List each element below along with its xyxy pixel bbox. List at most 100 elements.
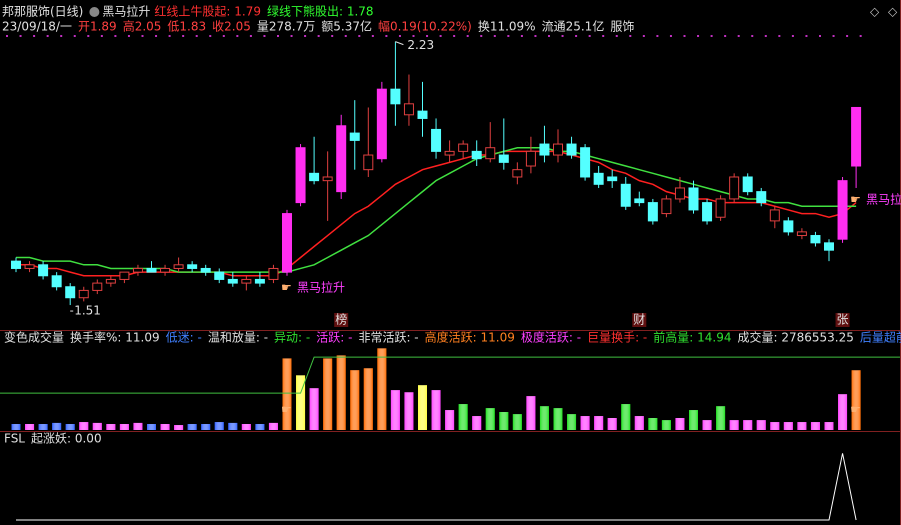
dot <box>832 35 835 37</box>
dot <box>846 35 849 37</box>
candle-body <box>11 260 21 269</box>
volume-sheen <box>11 424 21 430</box>
volume-sheen <box>702 420 712 430</box>
dot <box>155 35 158 37</box>
volume-sheen <box>323 358 333 430</box>
dot <box>168 35 171 37</box>
tag-label: 张 <box>837 313 849 327</box>
dot <box>412 35 415 37</box>
header-item: 活跃: - <box>316 331 352 345</box>
dot <box>439 35 442 37</box>
header-item: 温和放量: - <box>208 330 268 345</box>
scroll-icon[interactable]: ◇ <box>888 5 898 19</box>
candle-body <box>119 271 130 280</box>
volume-sheen <box>580 416 590 430</box>
dot <box>561 35 564 37</box>
volume-sheen <box>296 375 306 430</box>
dot <box>6 35 8 37</box>
volume-sheen <box>648 418 658 430</box>
candle-body <box>78 289 89 299</box>
dot <box>642 35 645 37</box>
dot <box>697 35 700 37</box>
candle-body <box>268 267 279 280</box>
candle-body <box>173 264 184 269</box>
volume-sheen <box>106 424 116 430</box>
volume-sheen <box>553 408 563 430</box>
candle-body <box>38 264 49 277</box>
candle-body <box>702 202 713 222</box>
dot <box>371 35 374 37</box>
candle-body <box>620 183 631 207</box>
dot <box>100 35 103 37</box>
header-item: 前高量: 14.94 <box>653 330 731 345</box>
dot <box>60 35 63 37</box>
high-pointer <box>395 41 404 46</box>
dot <box>507 35 510 37</box>
tag-box <box>835 313 850 327</box>
volume-sheen <box>228 422 238 430</box>
volume-sheen <box>838 394 848 430</box>
candle-body <box>92 282 103 291</box>
candle-body <box>512 169 523 178</box>
candle-body <box>105 278 116 284</box>
volume-sheen <box>214 422 224 430</box>
header-item: 极度活跃: - <box>521 330 581 345</box>
volume-sheen <box>25 424 35 430</box>
dot <box>209 35 212 37</box>
volume-sheen <box>377 348 387 430</box>
dot <box>127 35 130 37</box>
candle-body <box>688 187 699 211</box>
candle-body <box>824 242 834 251</box>
volume-sheen <box>607 418 617 430</box>
candle-body <box>295 147 306 204</box>
dot <box>222 35 225 37</box>
candle-body <box>729 176 740 200</box>
volume-sheen <box>756 420 766 430</box>
candle-body <box>458 143 469 152</box>
header-item: 绿线下熊股出: 1.78 <box>267 4 374 19</box>
dot <box>263 35 266 37</box>
header-item: 流通25.1亿 <box>542 19 605 34</box>
volume-sheen <box>336 355 346 430</box>
scroll-icon[interactable]: ◇ <box>870 5 880 19</box>
candle-body <box>214 271 225 280</box>
header-item: 23/09/18/一 <box>2 20 72 34</box>
volume-sheen <box>201 424 211 430</box>
volume-sheen <box>119 424 129 430</box>
high-label: 2.23 <box>407 38 434 52</box>
candle-body <box>607 176 618 182</box>
candle-body <box>431 128 442 152</box>
candle-body <box>444 150 455 156</box>
candle-body <box>810 235 821 244</box>
volume-sheen <box>174 425 184 430</box>
candle-body <box>769 209 780 222</box>
dot <box>331 35 334 37</box>
volume-sheen <box>539 406 549 430</box>
dot <box>480 35 483 37</box>
header-item: 巨量换手: - <box>587 331 647 345</box>
candle-body <box>674 187 685 200</box>
dot <box>602 35 605 37</box>
dot <box>317 35 320 37</box>
level-line <box>0 356 900 394</box>
header-item: 成交量: 2786553.25 <box>738 330 854 345</box>
header-item: 开1.89 <box>78 20 117 34</box>
volume-sheen <box>485 408 495 430</box>
header-item: 异动: - <box>274 331 310 345</box>
chart-title: 邦那服饰(日线) <box>2 5 83 19</box>
signal-label: 黑马拉升 <box>866 191 901 206</box>
dot <box>656 35 659 37</box>
volume-sheen <box>79 422 89 430</box>
candle-body <box>417 110 428 119</box>
candle-body <box>51 275 62 288</box>
candle-body <box>65 286 76 299</box>
dot <box>398 35 401 37</box>
volume-sheen <box>729 420 739 430</box>
dot <box>33 35 36 37</box>
dot <box>575 35 578 37</box>
volume-sheen <box>431 390 441 430</box>
dot <box>819 35 821 37</box>
volume-sheen <box>445 410 455 430</box>
tag-label: 榜 <box>335 312 347 327</box>
